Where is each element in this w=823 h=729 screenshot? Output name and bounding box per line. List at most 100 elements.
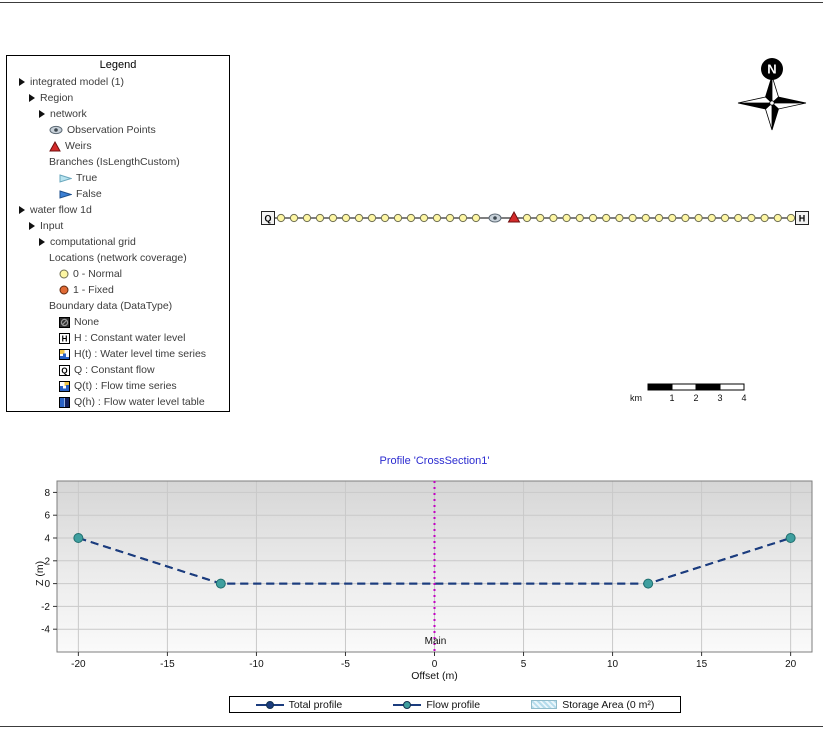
grid-node[interactable] (367, 213, 377, 223)
grid-node[interactable] (419, 213, 429, 223)
grid-node[interactable] (562, 213, 571, 223)
x-axis-tick-label: 15 (696, 659, 708, 670)
expander-icon[interactable] (19, 78, 25, 86)
grid-node[interactable] (328, 213, 338, 223)
boundary-none-icon (59, 316, 70, 328)
grid-node[interactable] (602, 213, 611, 223)
expander-icon[interactable] (39, 110, 45, 118)
legend-tree-item-label: water flow 1d (30, 204, 92, 216)
y-axis-tick-label: -4 (41, 625, 50, 636)
grid-node[interactable] (276, 213, 286, 223)
right-boundary-node[interactable] (795, 211, 809, 225)
grid-node[interactable] (654, 213, 664, 223)
legend-tree-item-label: False (76, 188, 102, 200)
legend-tree-item[interactable]: Locations (network coverage) (7, 250, 229, 266)
grid-node[interactable] (773, 213, 782, 223)
legend-tree-item-label: True (76, 172, 98, 184)
grid-node[interactable] (707, 213, 716, 223)
compass-north-label: N (767, 62, 776, 77)
grid-node[interactable] (536, 213, 545, 223)
grid-node[interactable] (341, 213, 351, 223)
grid-node[interactable] (694, 213, 703, 223)
legend-tree-item[interactable]: Q Q : Constant flow (7, 362, 229, 378)
legend-tree-item[interactable]: computational grid (7, 234, 229, 250)
grid-node[interactable] (628, 213, 637, 223)
expander-icon[interactable] (39, 238, 45, 246)
legend-tree-item[interactable]: False (7, 186, 229, 202)
legend-tree-item[interactable]: 1 - Fixed (7, 282, 229, 298)
legend-tree-item[interactable]: Branches (IsLengthCustom) (7, 154, 229, 170)
normal-node-icon (59, 269, 69, 279)
grid-node[interactable] (471, 213, 481, 223)
grid-node[interactable] (786, 213, 796, 223)
expander-icon[interactable] (19, 206, 25, 214)
scale-bar-label: 1 (669, 393, 674, 403)
grid-node[interactable] (681, 213, 690, 223)
boundary-ht-icon (59, 348, 70, 360)
expander-icon[interactable] (29, 222, 35, 230)
grid-node[interactable] (641, 213, 650, 223)
legend-tree-item-label: H(t) : Water level time series (74, 348, 207, 360)
grid-node[interactable] (458, 213, 468, 223)
boundary-qt-icon (59, 380, 70, 392)
grid-node[interactable] (522, 213, 532, 223)
compass-center-dot (769, 100, 775, 106)
grid-node[interactable] (393, 213, 403, 223)
x-axis-tick-label: -10 (249, 659, 264, 670)
left-boundary-node[interactable] (261, 211, 275, 225)
legend-tree-item[interactable]: Weirs (7, 138, 229, 154)
scale-bar-segment (647, 383, 673, 391)
grid-node[interactable] (432, 213, 442, 223)
chart-legend-label: Storage Area (0 m²) (562, 698, 655, 711)
legend-tree-item[interactable]: True (7, 170, 229, 186)
legend-tree-item-label: Locations (network coverage) (49, 252, 187, 264)
observation-point-marker[interactable] (488, 213, 502, 223)
grid-node[interactable] (289, 213, 299, 223)
x-axis-label: Offset (m) (411, 670, 458, 682)
grid-node[interactable] (380, 213, 390, 223)
legend-tree-item[interactable]: Observation Points (7, 122, 229, 138)
legend-tree-item[interactable]: Q(t) : Flow time series (7, 378, 229, 394)
weir-marker[interactable] (507, 210, 521, 223)
legend-tree-item[interactable]: Input (7, 218, 229, 234)
legend-tree-item[interactable]: None (7, 314, 229, 330)
legend-tree-item[interactable]: Boundary data (DataType) (7, 298, 229, 314)
legend-tree-item[interactable]: network (7, 106, 229, 122)
grid-node[interactable] (406, 213, 416, 223)
y-axis-tick-label: 2 (44, 556, 50, 567)
grid-node[interactable] (720, 213, 730, 223)
y-axis-tick-label: 6 (44, 511, 50, 522)
x-axis-tick-label: -5 (341, 659, 350, 670)
grid-node[interactable] (747, 213, 756, 223)
profile-point[interactable] (643, 578, 654, 589)
scale-bar-label: 4 (741, 393, 746, 403)
grid-node[interactable] (354, 213, 364, 223)
grid-node[interactable] (588, 213, 598, 223)
grid-node[interactable] (302, 213, 312, 223)
map-legend-panel: Legend integrated model (1) Region network… (6, 55, 230, 412)
x-axis-tick-label: -20 (71, 659, 86, 670)
legend-tree-item[interactable]: 0 - Normal (7, 266, 229, 282)
grid-node[interactable] (549, 213, 558, 223)
grid-node[interactable] (315, 213, 325, 223)
total-profile-swatch-icon (255, 700, 284, 709)
compass-star (737, 75, 807, 131)
grid-node[interactable] (575, 213, 584, 223)
legend-tree-item[interactable]: H(t) : Water level time series (7, 346, 229, 362)
scale-bar-unit: km (630, 393, 642, 403)
legend-tree-item[interactable]: Region (7, 90, 229, 106)
grid-node[interactable] (734, 213, 743, 223)
grid-node[interactable] (445, 213, 455, 223)
profile-point[interactable] (215, 578, 226, 589)
legend-tree-item[interactable]: water flow 1d (7, 202, 229, 218)
legend-tree-item[interactable]: integrated model (1) (7, 74, 229, 90)
profile-point[interactable] (73, 533, 84, 543)
legend-tree-item[interactable]: H H : Constant water level (7, 330, 229, 346)
profile-point[interactable] (785, 533, 796, 543)
y-axis-tick-label: 4 (44, 534, 50, 545)
grid-node[interactable] (615, 213, 624, 223)
legend-tree-item[interactable]: Q(h) : Flow water level table (7, 394, 229, 410)
grid-node[interactable] (760, 213, 769, 223)
grid-node[interactable] (668, 213, 677, 223)
expander-icon[interactable] (29, 94, 35, 102)
